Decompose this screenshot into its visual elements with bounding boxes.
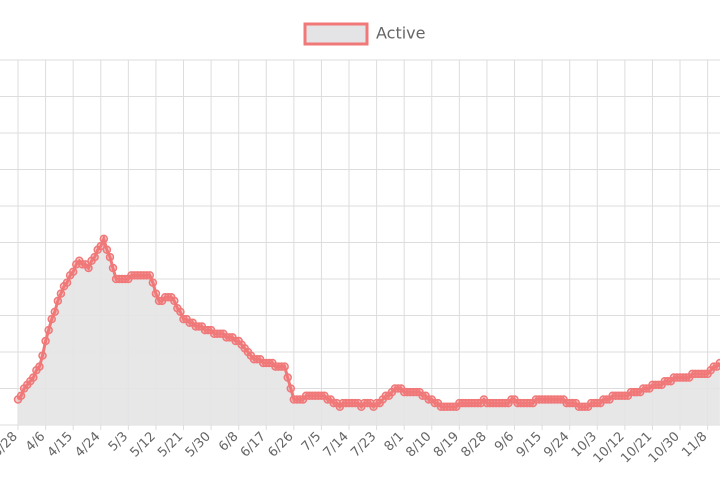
point — [84, 263, 93, 273]
point — [16, 391, 26, 401]
x-tick-label: 7/23 — [348, 429, 379, 460]
point — [50, 307, 60, 317]
x-tick-label: 11/8 — [679, 429, 710, 460]
x-tick-label: 8/10 — [403, 429, 434, 460]
x-tick-label: 6/17 — [238, 429, 269, 460]
x-tick-label: 4/24 — [72, 429, 103, 460]
point — [47, 314, 56, 324]
x-tick-label: 9/15 — [514, 429, 545, 460]
point — [96, 241, 106, 251]
point — [108, 263, 118, 273]
point — [44, 325, 53, 335]
point — [151, 289, 161, 298]
x-tick-label: 9/24 — [541, 429, 572, 460]
point — [145, 271, 155, 280]
legend-swatch[interactable] — [303, 22, 369, 46]
point — [170, 296, 179, 306]
legend-label[interactable]: Active — [376, 24, 426, 43]
x-tick-label: 8/28 — [459, 429, 490, 460]
point — [283, 373, 292, 382]
point — [105, 252, 115, 262]
point — [99, 234, 109, 244]
point — [56, 289, 66, 298]
x-tick-label: 8/19 — [431, 429, 462, 460]
point — [90, 252, 99, 262]
x-tick-label: 3/28 — [0, 429, 21, 460]
point — [280, 362, 289, 371]
point — [148, 278, 158, 287]
point — [286, 384, 296, 393]
point — [102, 245, 112, 255]
x-tick-label: 7/14 — [321, 429, 352, 460]
x-tick-label: 4/15 — [45, 429, 76, 460]
point — [176, 307, 185, 317]
x-tick-label: 5/21 — [155, 429, 186, 460]
point — [38, 351, 47, 360]
point — [68, 267, 78, 276]
point — [41, 336, 50, 346]
point — [62, 278, 72, 287]
point — [29, 373, 38, 382]
x-tick-label: 10/30 — [646, 429, 683, 466]
x-tick-label: 5/30 — [183, 429, 214, 460]
point — [35, 362, 44, 371]
area — [18, 238, 720, 425]
x-tick-label: 6/26 — [265, 429, 296, 460]
point — [53, 296, 63, 306]
point — [715, 358, 720, 368]
x-tick-label: 5/12 — [127, 429, 158, 460]
